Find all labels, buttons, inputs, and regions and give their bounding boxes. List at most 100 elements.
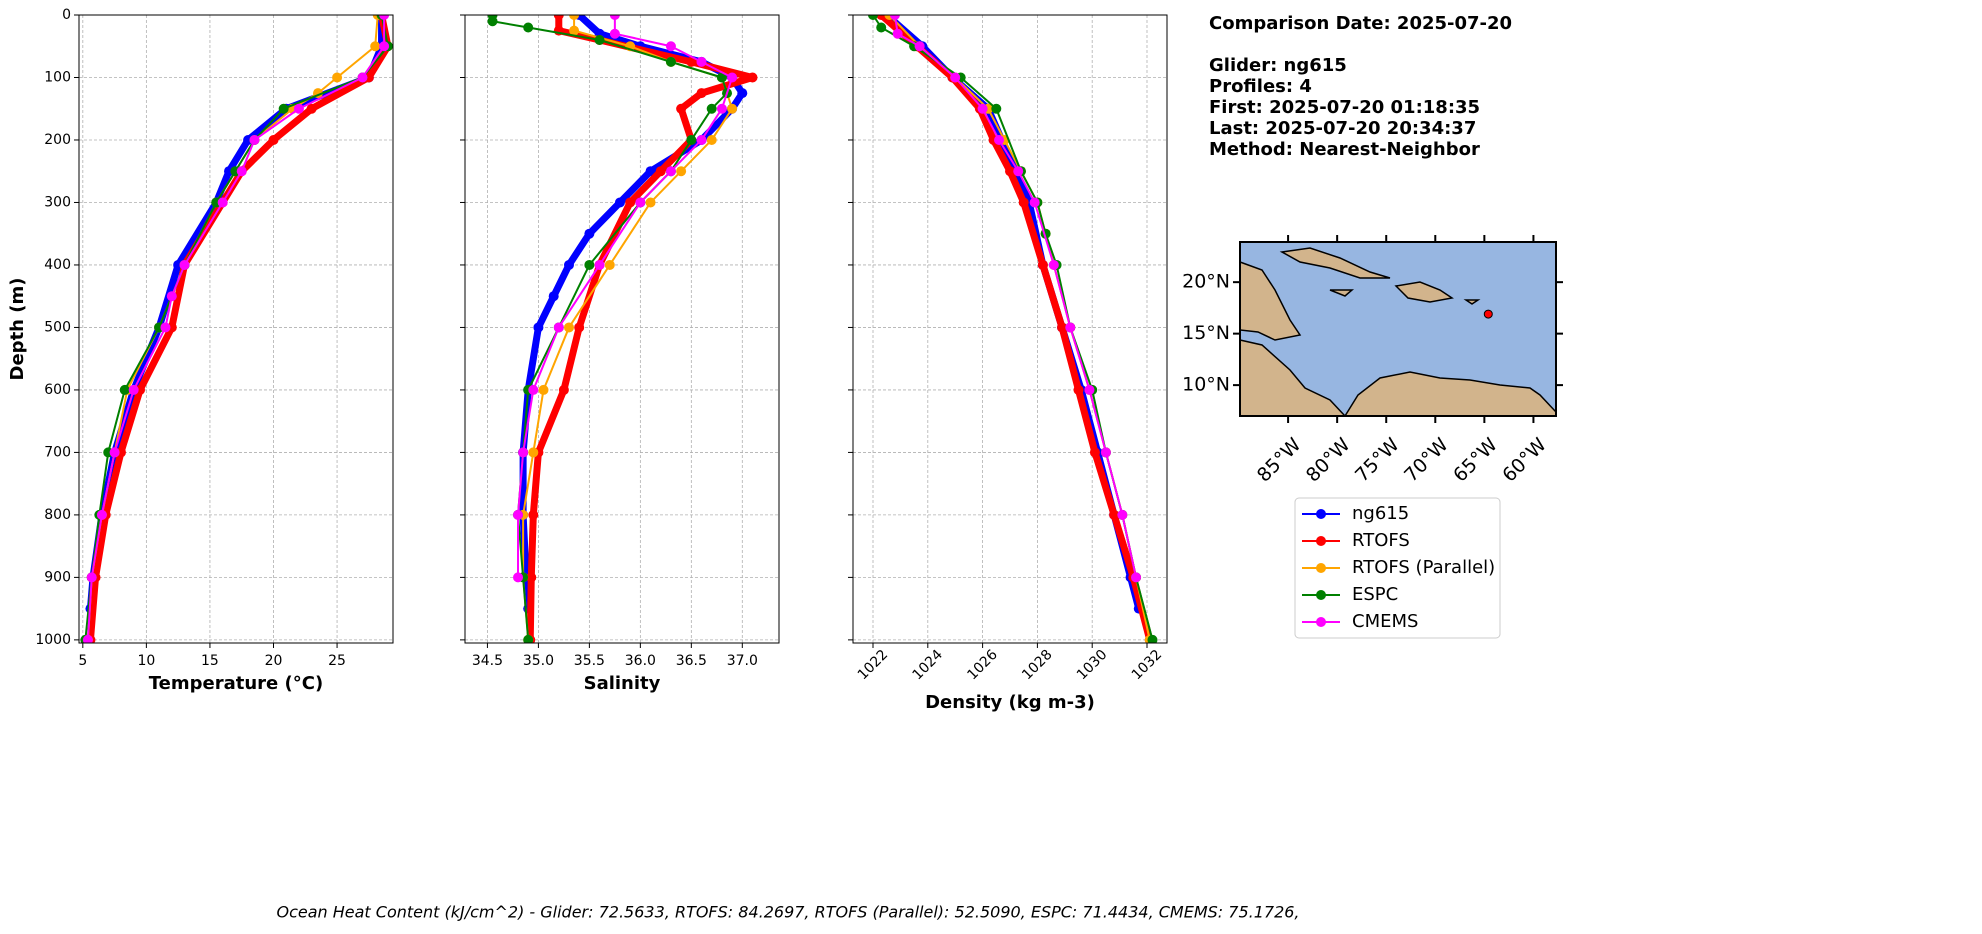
profile-point — [487, 16, 498, 27]
profile-point — [332, 72, 343, 83]
map-frame — [1239, 241, 1557, 417]
profile-point — [528, 447, 539, 458]
plot — [868, 15, 1158, 643]
land — [1329, 289, 1355, 297]
x-tick-label: 20 — [265, 653, 283, 669]
profile-point — [1109, 509, 1120, 520]
profile-point — [1005, 166, 1015, 177]
profile-point — [696, 88, 707, 99]
map-x-tick-label: 85°W — [1253, 434, 1306, 487]
profile-point — [994, 134, 1005, 145]
profile-line — [519, 15, 746, 609]
profile-point — [109, 447, 120, 458]
y-tick-label: 100 — [44, 69, 71, 85]
y-tick-label: 900 — [44, 569, 71, 585]
y-tick-label: 600 — [44, 382, 71, 398]
legend-marker — [1316, 563, 1326, 573]
x-tick-label: 25 — [328, 653, 346, 669]
profile-point — [128, 384, 139, 395]
profile-point — [513, 509, 524, 520]
profile-point — [665, 56, 676, 67]
y-tick-label: 400 — [44, 257, 71, 273]
profile-point — [604, 259, 615, 270]
x-tick-label: 1032 — [1129, 647, 1166, 684]
profile-point — [518, 447, 529, 458]
legend-label: ESPC — [1352, 584, 1398, 605]
profile-point — [379, 41, 390, 52]
profile-line — [522, 15, 734, 640]
profile-point — [977, 103, 988, 114]
land — [1239, 260, 1302, 341]
x-tick-label: 35.5 — [574, 653, 605, 669]
x-tick-label: 10 — [137, 653, 155, 669]
map-x-tick-label: 70°W — [1400, 434, 1453, 487]
profile-point — [584, 228, 595, 239]
profile-point — [1037, 259, 1048, 270]
profile-point — [249, 134, 260, 145]
legend-marker — [1316, 509, 1326, 519]
glider-position — [1483, 309, 1493, 319]
info-line: Comparison Date: 2025-07-20 — [1209, 13, 1512, 34]
profile-point — [609, 15, 620, 20]
x-tick-label: 15 — [201, 653, 219, 669]
profile-point — [892, 28, 903, 39]
map-x-tick-label: 60°W — [1498, 434, 1551, 487]
profile-point — [609, 28, 620, 39]
profile-point — [1029, 197, 1040, 208]
profile-point — [1084, 384, 1095, 395]
profile-point — [727, 103, 738, 114]
profile-point — [569, 25, 580, 36]
profile-line — [884, 15, 1143, 610]
profile-point — [889, 15, 900, 20]
map-x-tick-label: 75°W — [1351, 434, 1404, 487]
info-line: First: 2025-07-20 01:18:35 — [1209, 97, 1480, 118]
profile-point — [119, 384, 130, 395]
y-tick-label: 500 — [44, 319, 71, 335]
profile-point — [1013, 166, 1024, 177]
profile-point — [584, 259, 595, 270]
profile-point — [991, 103, 1002, 114]
map-y-tick-label: 15°N — [1182, 322, 1230, 344]
profile-point — [716, 103, 727, 114]
profile-point — [1147, 634, 1158, 643]
x-tick-label: 1022 — [855, 647, 892, 684]
profile-point — [293, 103, 304, 114]
x-tick-label: 35.0 — [523, 653, 554, 669]
legend-marker — [1316, 617, 1326, 627]
profile-point — [876, 15, 887, 20]
profile-point — [696, 56, 707, 67]
y-tick-label: 1000 — [35, 632, 71, 648]
profile-point — [614, 197, 625, 208]
profile-point — [306, 103, 317, 114]
profile-point — [1089, 447, 1100, 458]
profile-point — [676, 103, 687, 114]
axes-frame — [78, 14, 394, 644]
land — [1394, 281, 1454, 303]
profile-line — [86, 15, 386, 609]
profile-point — [528, 384, 539, 395]
x-axis-label: Temperature (°C) — [149, 673, 323, 694]
profile-point — [379, 15, 390, 20]
profile-point — [645, 197, 656, 208]
profile-point — [569, 15, 580, 20]
profile-point — [160, 322, 171, 333]
profile-point — [706, 103, 717, 114]
x-axis-label: Density (kg m-3) — [925, 692, 1095, 713]
profile-point — [1131, 572, 1142, 583]
profile-point — [526, 572, 537, 583]
profile-point — [370, 41, 381, 52]
y-tick-label: 800 — [44, 507, 71, 523]
profile-point — [558, 384, 569, 395]
legend-label: ng615 — [1352, 503, 1409, 524]
profile-point — [86, 572, 97, 583]
y-tick-label: 300 — [44, 194, 71, 210]
x-tick-label: 34.5 — [472, 653, 503, 669]
profile-point — [645, 166, 656, 177]
profile-point — [665, 41, 676, 52]
x-tick-label: 1028 — [1019, 647, 1056, 684]
legend-marker — [1316, 536, 1326, 546]
map-land — [1239, 247, 1557, 417]
profile-point — [1048, 259, 1059, 270]
y-axis-label: Depth (m) — [7, 278, 28, 381]
